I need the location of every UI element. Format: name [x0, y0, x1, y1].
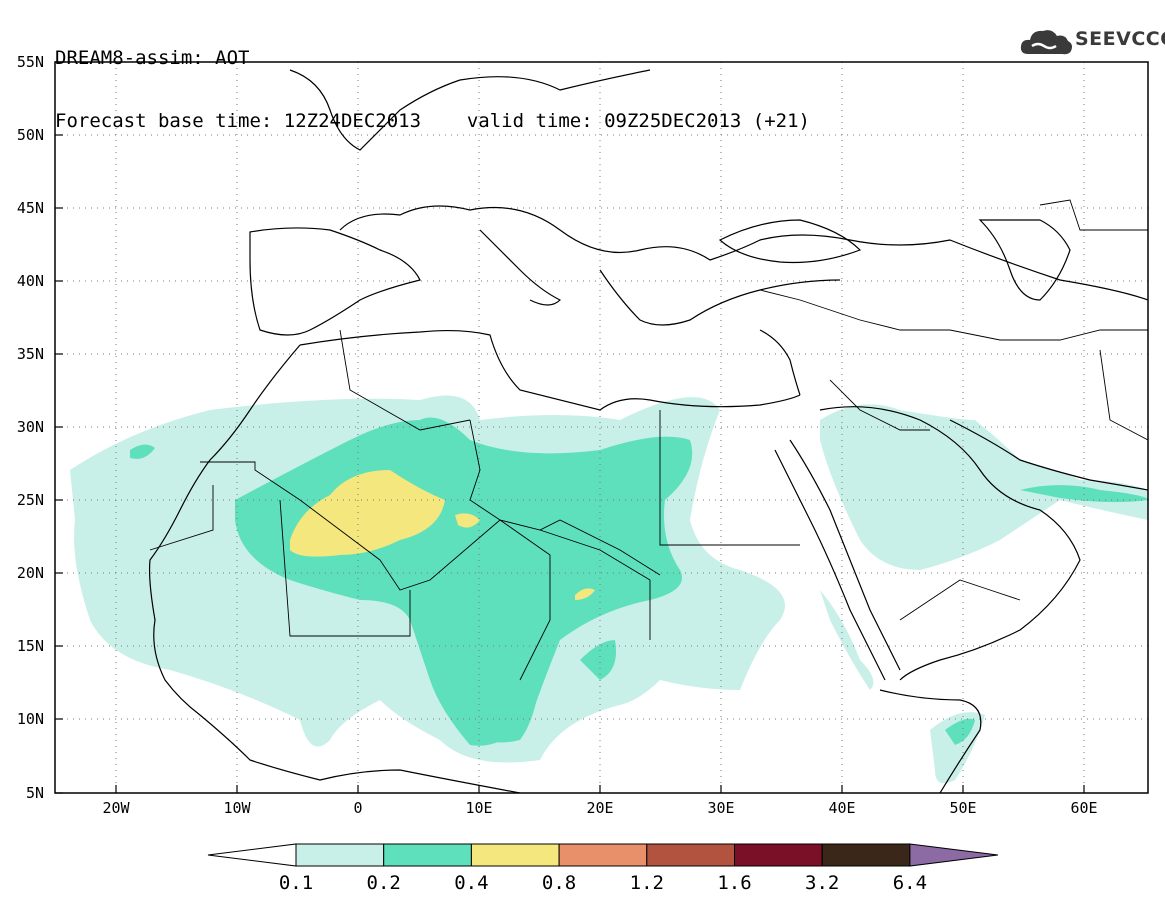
lat-label: 20N [16, 564, 44, 582]
colorbar-level-label: 3.2 [805, 872, 840, 894]
logo-text: SEEVCCC [1075, 28, 1165, 50]
colorbar-level-label: 0.8 [541, 872, 577, 894]
colorbar-cell [295, 843, 385, 867]
seevccc-logo: SEEVCCC [1018, 24, 1165, 58]
lon-label: 40E [828, 799, 856, 817]
time-line: Forecast base time: 12Z24DEC2013 valid t… [55, 111, 810, 132]
lon-label: 20E [586, 799, 614, 817]
cloud-icon [1020, 30, 1072, 55]
lat-label: 40N [16, 272, 44, 290]
colorbar-level-label: 0.1 [278, 872, 314, 894]
lat-label: 5N [25, 784, 44, 802]
lat-label: 10N [16, 710, 44, 728]
lon-label: 10W [223, 799, 251, 817]
lat-label: 50N [16, 126, 44, 144]
valid-time-label: valid time: 09Z25DEC2013 (+21) [466, 110, 810, 132]
colorbar-cell [734, 843, 823, 867]
map-header: DREAM8-assim: AOT Forecast base time: 12… [55, 6, 810, 153]
colorbar-cell [470, 843, 560, 867]
lon-label: 10E [465, 799, 493, 817]
base-time-label: Forecast base time: 12Z24DEC2013 [55, 110, 422, 132]
aot-field-high [290, 470, 595, 600]
colorbar-level-label: 1.2 [629, 872, 664, 894]
lat-label: 35N [16, 345, 44, 363]
lat-label: 25N [16, 491, 44, 509]
lon-label: 60E [1070, 799, 1098, 817]
colorbar-level-label: 1.6 [717, 872, 752, 894]
colorbar-cells [207, 843, 998, 867]
gridlines [55, 62, 1148, 793]
colorbar-cell [558, 843, 648, 867]
colorbar-right-arrow [909, 843, 998, 867]
lat-label: 30N [16, 418, 44, 436]
lon-label: 30E [707, 799, 735, 817]
colorbar-cell [821, 843, 911, 867]
colorbar-cell [383, 843, 472, 867]
colorbar-left-arrow [207, 843, 297, 867]
lon-label: 0 [353, 799, 363, 817]
colorbar-level-label: 0.2 [366, 872, 401, 894]
lat-label: 55N [16, 53, 44, 71]
lat-label: 15N [16, 637, 44, 655]
tick-marks [55, 61, 1085, 794]
lat-label: 45N [16, 199, 44, 217]
country-borders [149, 199, 1148, 681]
coastlines [148, 69, 1148, 793]
lon-label: 20W [102, 799, 130, 817]
colorbar-level-label: 6.4 [892, 872, 928, 894]
product-title: DREAM8-assim: AOT [55, 47, 250, 69]
colorbar-level-label: 0.4 [454, 872, 489, 894]
lon-label: 50E [949, 799, 977, 817]
colorbar-cell [646, 843, 735, 867]
